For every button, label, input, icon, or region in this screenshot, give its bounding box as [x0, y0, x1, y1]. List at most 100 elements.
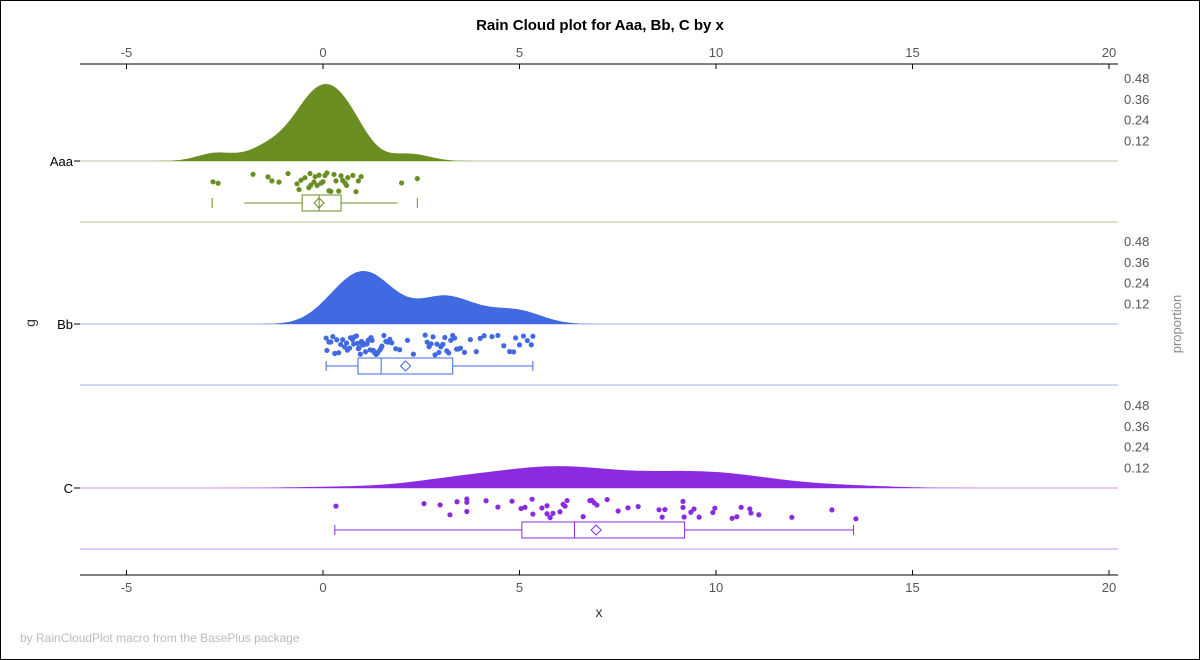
bottom-tick-label: 10: [709, 580, 723, 595]
data-point-C: [681, 514, 687, 520]
data-point-C: [656, 507, 662, 513]
data-point-Bb: [528, 342, 534, 348]
density-tick-label: 0.36: [1124, 255, 1149, 270]
data-point-C: [530, 511, 536, 517]
data-point-Aaa: [312, 174, 318, 180]
data-point-Aaa: [353, 189, 359, 195]
data-point-C: [518, 505, 524, 512]
data-point-C: [437, 502, 443, 508]
data-point-Bb: [389, 340, 395, 346]
data-point-C: [544, 503, 550, 509]
data-point-Bb: [338, 341, 344, 348]
data-point-Bb: [507, 349, 513, 355]
bottom-tick-label: 20: [1102, 580, 1116, 595]
data-point-Bb: [328, 339, 334, 345]
data-point-C: [562, 503, 568, 509]
data-point-C: [580, 514, 586, 520]
bottom-tick-label: -5: [121, 580, 133, 595]
data-point-Bb: [397, 347, 403, 353]
density-tick-label: 0.12: [1124, 460, 1149, 475]
data-point-C: [710, 509, 716, 516]
top-tick-label: 20: [1102, 45, 1116, 60]
data-point-Aaa: [358, 174, 364, 180]
data-point-Bb: [446, 350, 452, 356]
data-point-C: [712, 505, 718, 511]
data-point-Aaa: [328, 188, 334, 194]
data-point-Bb: [457, 345, 464, 351]
data-point-Aaa: [294, 181, 300, 187]
data-point-Aaa: [311, 179, 317, 185]
data-point-Bb: [369, 337, 375, 344]
data-point-C: [604, 496, 610, 503]
data-point-C: [454, 499, 460, 505]
data-point-Aaa: [276, 179, 282, 185]
data-point-C: [464, 508, 470, 515]
bottom-tick-label: 5: [516, 580, 523, 595]
data-point-C: [680, 504, 686, 511]
density-tick-label: 0.24: [1124, 276, 1149, 291]
density-tick-label: 0.48: [1124, 234, 1149, 249]
data-point-Aaa: [285, 170, 291, 177]
data-point-Bb: [436, 349, 442, 356]
data-point-Bb: [354, 340, 361, 346]
data-point-Aaa: [296, 186, 302, 193]
data-point-Aaa: [307, 170, 313, 177]
density-tick-label: 0.36: [1124, 92, 1149, 107]
data-point-Bb: [351, 341, 357, 347]
data-point-Bb: [461, 349, 468, 355]
data-point-C: [539, 505, 545, 511]
data-point-C: [550, 510, 556, 516]
data-point-Bb: [330, 333, 336, 340]
data-point-C: [738, 504, 744, 510]
data-point-C: [509, 498, 515, 504]
data-point-Bb: [481, 333, 487, 339]
data-point-Aaa: [308, 182, 314, 188]
y2-axis-label: proportion: [1169, 295, 1184, 354]
x-axis-label: x: [596, 604, 603, 620]
data-point-Bb: [495, 332, 501, 339]
data-point-C: [688, 509, 694, 515]
data-point-Aaa: [316, 172, 322, 178]
data-point-Aaa: [210, 179, 216, 185]
data-point-C: [483, 498, 489, 504]
box-iqr-C: [521, 521, 686, 539]
box-iqr-Aaa: [301, 194, 342, 212]
mean-diamond: [399, 360, 412, 372]
data-point-Bb: [442, 334, 448, 341]
density-tick-label: 0.24: [1124, 440, 1149, 455]
data-point-Bb: [473, 349, 479, 355]
data-point-Bb: [440, 341, 446, 347]
density-tick-label: 0.24: [1124, 113, 1149, 128]
data-point-Aaa: [343, 182, 350, 189]
bottom-tick-label: 15: [905, 580, 919, 595]
data-point-Bb: [448, 337, 454, 343]
data-point-Aaa: [414, 176, 420, 182]
density-cloud-Bb: [80, 271, 1119, 324]
data-point-C: [421, 501, 427, 507]
data-point-Aaa: [314, 182, 320, 189]
data-point-C: [625, 505, 631, 511]
data-point-Bb: [336, 350, 342, 356]
data-point-Bb: [520, 333, 527, 339]
data-point-Bb: [422, 332, 428, 338]
data-point-Bb: [356, 345, 362, 351]
data-point-Aaa: [298, 177, 304, 183]
data-point-C: [564, 497, 570, 504]
data-point-Bb: [353, 333, 360, 339]
data-point-C: [547, 515, 553, 521]
data-point-C: [333, 503, 339, 509]
density-tick-label: 0.12: [1124, 296, 1149, 311]
data-point-C: [594, 502, 600, 508]
data-point-C: [853, 516, 859, 522]
data-point-Bb: [404, 337, 411, 343]
data-point-C: [522, 504, 528, 510]
data-point-C: [557, 509, 563, 515]
data-point-C: [734, 514, 740, 520]
data-point-C: [789, 514, 795, 520]
data-point-Aaa: [265, 174, 271, 180]
top-tick-label: 15: [905, 45, 919, 60]
data-point-Bb: [524, 337, 530, 344]
data-point-Aaa: [331, 171, 337, 178]
data-point-C: [680, 498, 686, 505]
